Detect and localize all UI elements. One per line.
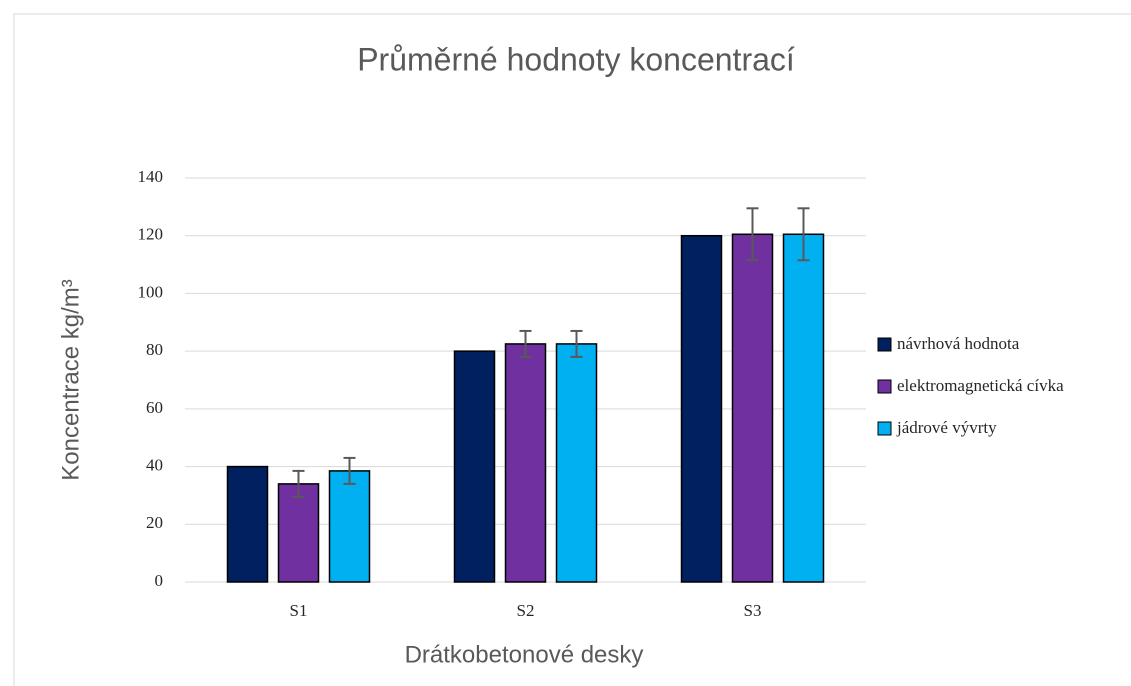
- y-tick-label: 120: [138, 225, 164, 244]
- bar: [277, 483, 320, 583]
- x-axis-title: Drátkobetonové desky: [405, 641, 644, 668]
- bar: [782, 233, 825, 583]
- y-tick-label: 140: [138, 167, 164, 186]
- error-bar: [292, 469, 305, 498]
- x-tick-label: S3: [744, 601, 762, 620]
- bar: [453, 350, 496, 583]
- error-bar: [797, 207, 810, 262]
- chart-title: Průměrné hodnoty koncentrací: [357, 41, 795, 77]
- error-bar: [570, 329, 583, 358]
- legend-label: jádrové vývrty: [896, 418, 997, 437]
- legend-swatch: [877, 379, 892, 394]
- error-bar: [519, 329, 532, 358]
- y-tick-label: 100: [138, 282, 164, 301]
- bar: [328, 470, 371, 583]
- y-axis-title: Koncentrace kg/m³: [57, 279, 84, 480]
- y-tick-label: 80: [146, 340, 163, 359]
- bar: [504, 343, 547, 583]
- bar: [226, 465, 269, 583]
- x-tick-label: S1: [290, 601, 308, 620]
- bar: [731, 233, 774, 583]
- y-tick-label: 0: [155, 571, 164, 590]
- y-tick-label: 20: [146, 513, 163, 532]
- bar: [680, 234, 723, 583]
- legend-label: elektromagnetická cívka: [897, 376, 1064, 395]
- x-tick-label: S2: [517, 601, 535, 620]
- y-tick-label: 40: [146, 455, 163, 474]
- error-bar: [746, 207, 759, 262]
- y-tick-label: 60: [146, 398, 163, 417]
- error-bar: [343, 456, 356, 485]
- legend-swatch: [877, 421, 892, 436]
- bar: [555, 343, 598, 583]
- legend-swatch: [877, 337, 892, 352]
- legend-label: návrhová hodnota: [897, 334, 1020, 353]
